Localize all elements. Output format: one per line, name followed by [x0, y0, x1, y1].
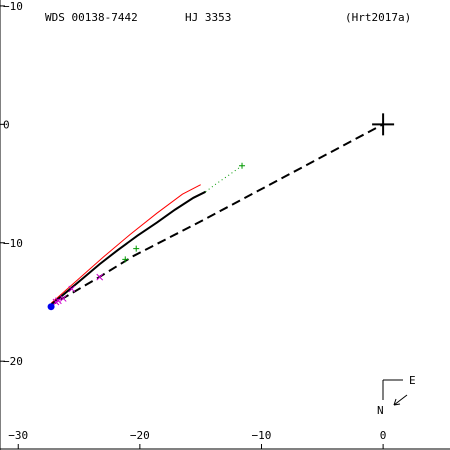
observation-point: [239, 162, 246, 169]
observation-point: [96, 273, 104, 281]
chart-series: [47, 113, 395, 311]
orbit-black-line: [49, 190, 206, 307]
orbit-red-line: [50, 184, 201, 304]
compass: E N: [377, 374, 416, 417]
observation-point: [52, 298, 60, 306]
x-tick-label: −10: [252, 429, 272, 442]
compass-east-label: E: [409, 374, 416, 387]
dotted-green-line: [205, 165, 243, 193]
compass-north-label: N: [377, 404, 384, 417]
observation-point: [122, 256, 129, 263]
motion-arrow-icon: [393, 394, 408, 406]
x-tick-label: −30: [8, 429, 28, 442]
observation-point: [68, 285, 76, 293]
wds-label: WDS 00138-7442: [45, 11, 138, 24]
dashed-line: [48, 123, 384, 308]
reference-label: (Hrt2017a): [345, 11, 411, 24]
y-tick-label: −10: [3, 0, 23, 13]
observation-point: [47, 303, 55, 311]
observation-point: [59, 295, 67, 302]
x-tick-label: 0: [380, 429, 387, 442]
y-tick-label: −20: [3, 355, 23, 368]
axis-ticks: −30 −20 −10 0 −10 0 −10 −20: [0, 0, 386, 449]
y-tick-label: −10: [3, 237, 23, 250]
y-tick-label: 0: [3, 118, 10, 131]
discoverer-label: HJ 3353: [185, 11, 231, 24]
observation-point: [133, 245, 140, 252]
x-tick-label: −20: [130, 429, 150, 442]
